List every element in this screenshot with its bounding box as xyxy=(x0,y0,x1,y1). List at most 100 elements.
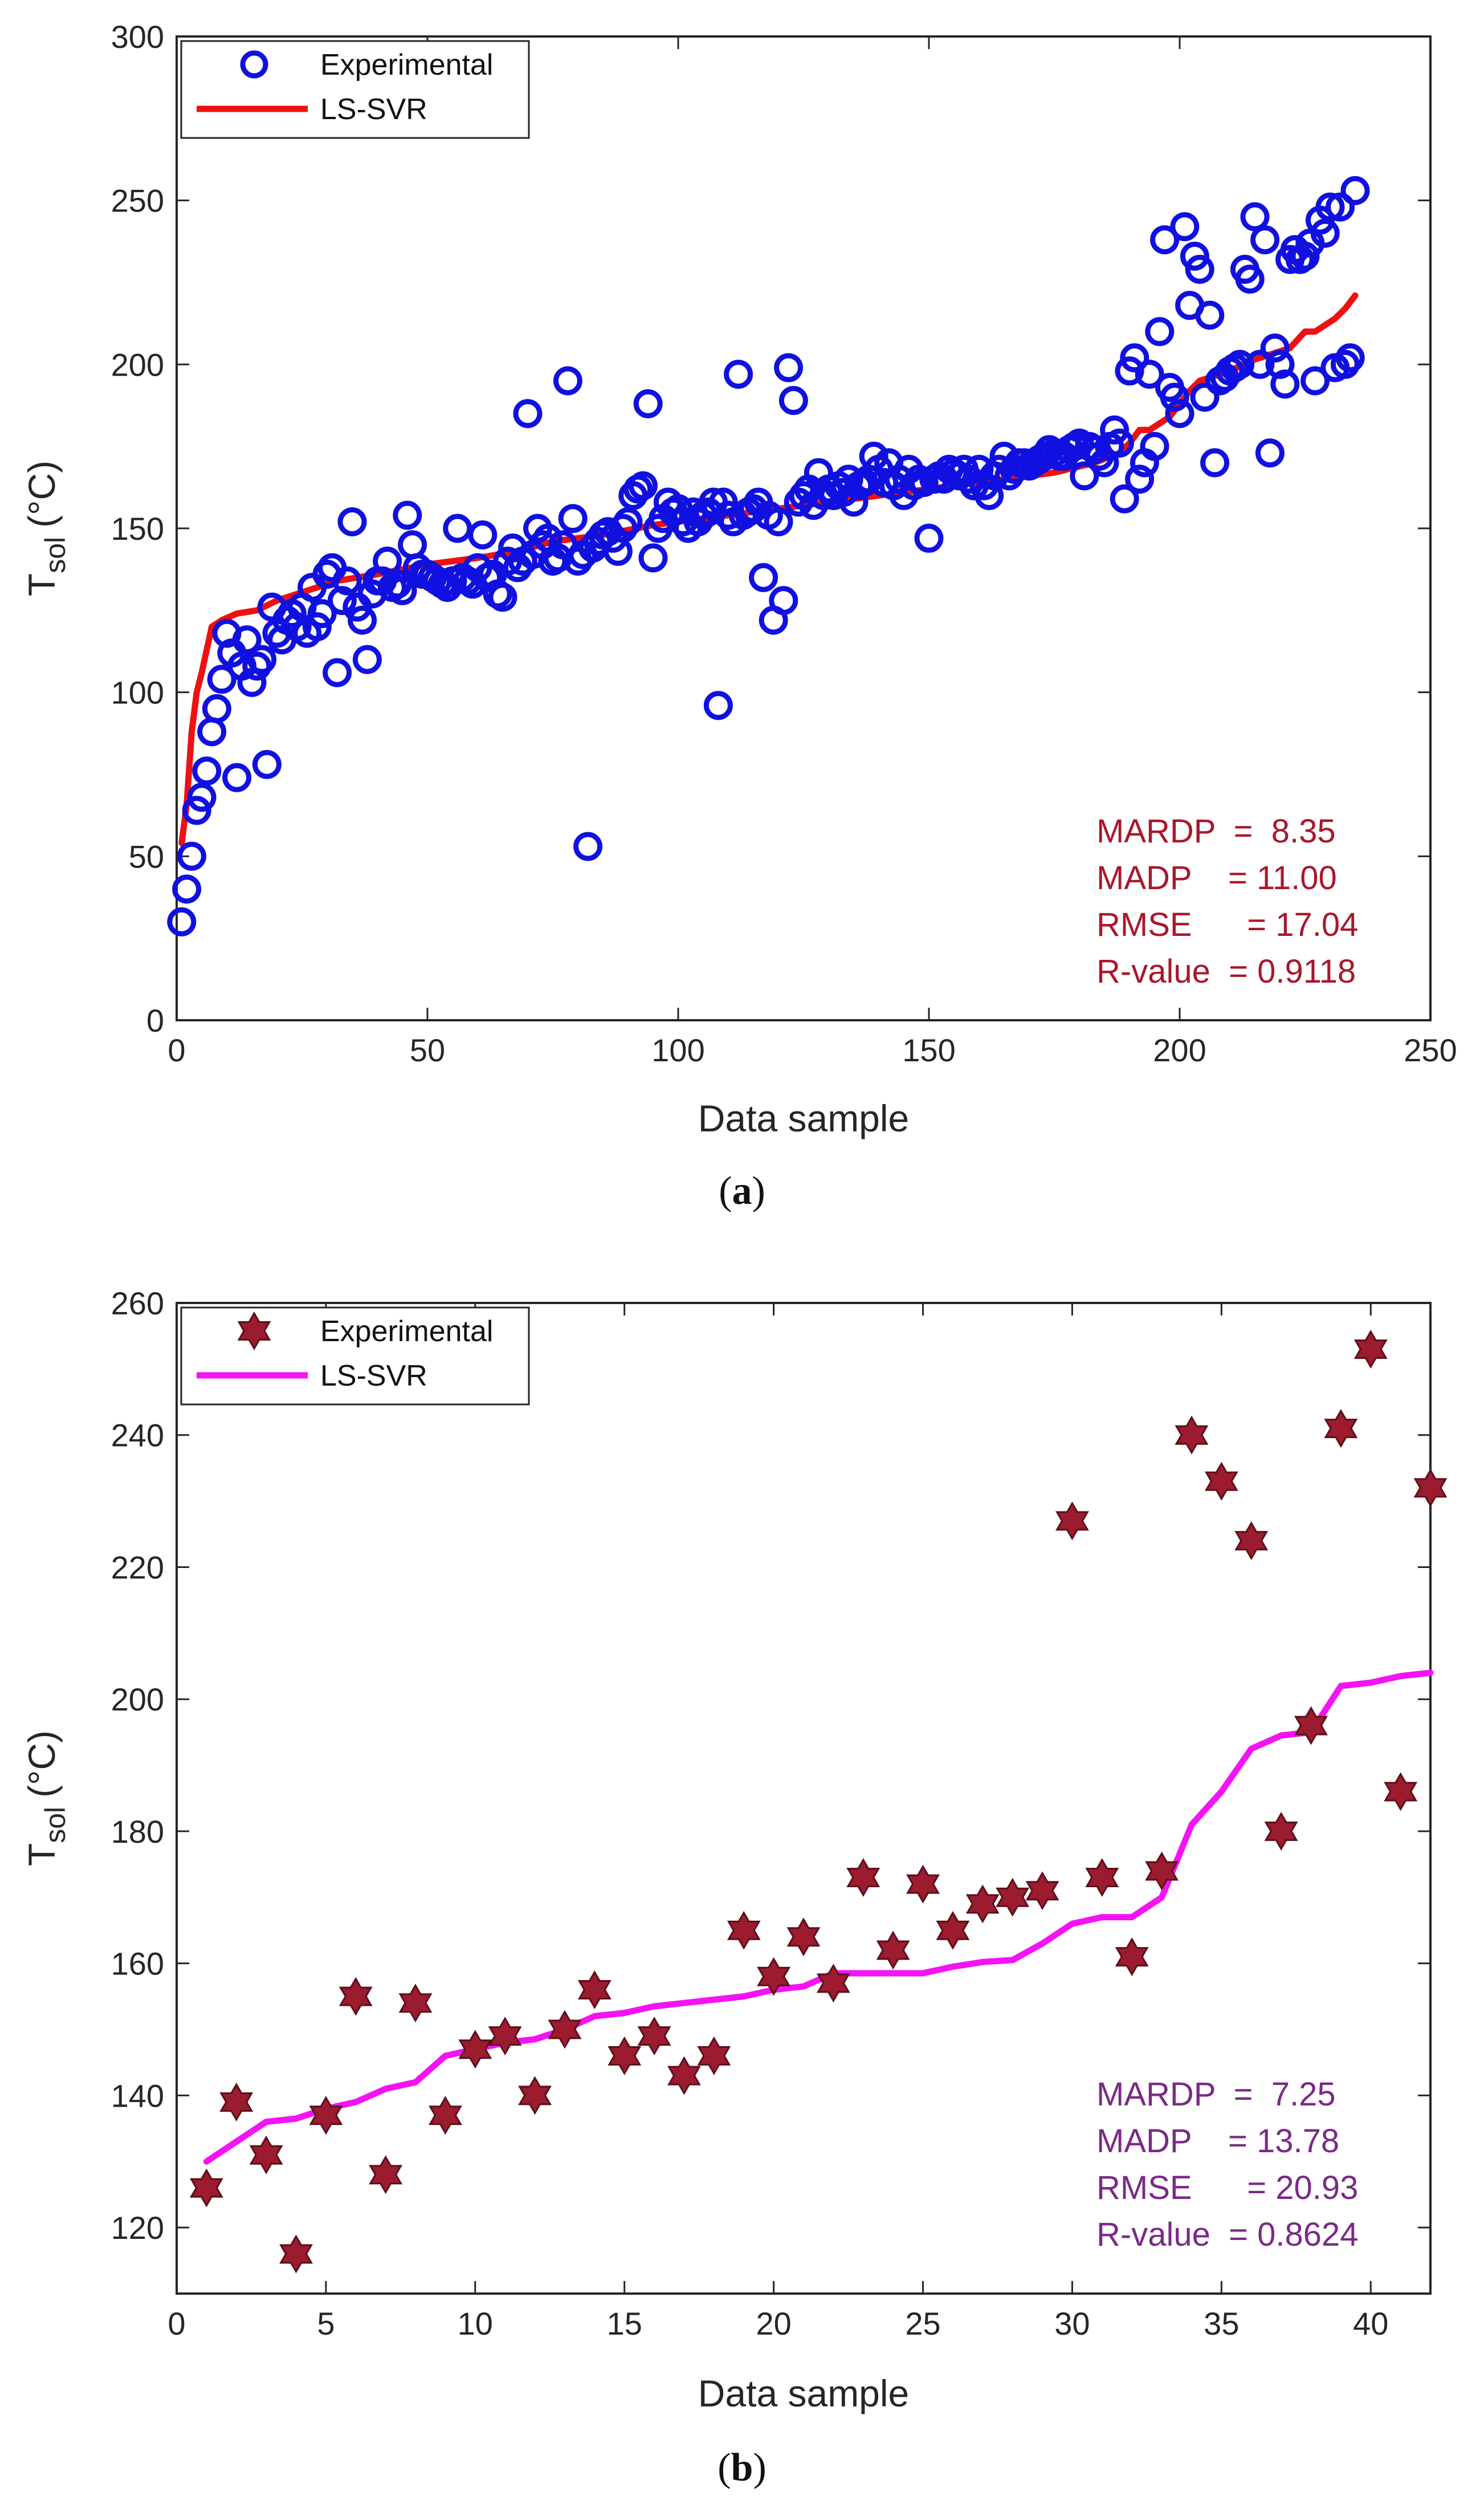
y-label-main-a: T xyxy=(21,573,63,596)
y-tick-label-a: 100 xyxy=(111,675,164,711)
experimental-point-a xyxy=(302,612,332,642)
experimental-point-a xyxy=(638,543,668,573)
experimental-point-a xyxy=(1255,438,1285,468)
y-label-main-b: T xyxy=(21,1843,63,1866)
experimental-point-a xyxy=(764,507,793,536)
experimental-point-a xyxy=(703,691,733,720)
experimental-point-b xyxy=(727,1911,761,1950)
experimental-point-a xyxy=(207,665,237,694)
stat-madp-a: MADP = 11.00 xyxy=(1096,860,1337,897)
experimental-point-a xyxy=(628,471,658,500)
experimental-point-a xyxy=(975,481,1004,510)
experimental-point-a xyxy=(1100,415,1130,445)
experimental-point-b xyxy=(429,2096,462,2135)
x-tick-label-a: 250 xyxy=(1404,1032,1457,1068)
x-tick-label-a: 0 xyxy=(168,1032,185,1068)
stat-mardp-a: MARDP = 8.35 xyxy=(1096,813,1336,850)
experimental-point-a xyxy=(1120,343,1149,373)
ticks-b: 0 5 10 15 20 25 30 35 40 120 140 160 180 200 220 240 260 xyxy=(111,1285,1430,2341)
x-tick-label-b: 30 xyxy=(1054,2306,1090,2341)
experimental-point-b xyxy=(548,2010,582,2049)
stat-rmse-a: RMSE = 17.04 xyxy=(1096,906,1358,943)
x-axis-label-a: Data sample xyxy=(698,1097,910,1139)
experimental-point-b xyxy=(1324,1409,1358,1448)
experimental-point-a xyxy=(778,386,808,416)
experimental-points-a xyxy=(167,176,1370,936)
experimental-point-a xyxy=(1170,212,1200,242)
experimental-point-a xyxy=(633,389,663,418)
experimental-point-b xyxy=(876,1930,910,1970)
experimental-point-b xyxy=(1145,1851,1179,1891)
experimental-point-b xyxy=(1234,1521,1269,1561)
experimental-point-b xyxy=(398,1984,433,2023)
experimental-point-a xyxy=(1235,264,1265,294)
experimental-point-a xyxy=(1326,192,1355,222)
experimental-point-a xyxy=(348,605,377,635)
x-tick-label-b: 0 xyxy=(168,2306,185,2341)
experimental-point-a xyxy=(388,576,417,605)
ticks-a: 0 50 100 150 200 250 0 50 100 150 200 250 300 xyxy=(111,19,1457,1068)
experimental-point-a xyxy=(177,841,206,871)
experimental-point-a xyxy=(468,520,498,549)
experimental-point-a xyxy=(202,694,231,723)
stat-rmse-b: RMSE = 20.93 xyxy=(1096,2169,1358,2206)
stats-box-a: MARDP = 8.35 MADP = 11.00 RMSE = 17.04 R… xyxy=(1096,813,1358,990)
experimental-point-a xyxy=(1310,218,1340,248)
experimental-point-a xyxy=(443,514,472,543)
x-tick-label-a: 150 xyxy=(902,1032,955,1068)
experimental-point-a xyxy=(192,756,222,786)
experimental-point-a xyxy=(613,507,643,536)
y-tick-label-b: 200 xyxy=(111,1681,164,1717)
stat-mardp-b: MARDP = 7.25 xyxy=(1096,2076,1336,2113)
experimental-point-a xyxy=(1265,349,1295,379)
y-tick-label-b: 180 xyxy=(111,1814,164,1850)
experimental-point-a xyxy=(1250,225,1280,255)
experimental-point-a xyxy=(1185,255,1214,284)
experimental-point-a xyxy=(1195,300,1225,330)
y-axis-label-a: Tsol (°C) xyxy=(21,461,71,596)
experimental-point-a xyxy=(1070,461,1099,491)
experimental-point-a xyxy=(167,907,197,936)
y-label-sub-a: sol xyxy=(39,537,71,573)
experimental-point-b xyxy=(786,1917,821,1957)
y-tick-label-a: 250 xyxy=(111,183,164,219)
x-tick-label-a: 200 xyxy=(1153,1032,1206,1068)
experimental-point-b xyxy=(1294,1706,1328,1745)
experimental-point-b xyxy=(936,1911,970,1950)
x-tick-label-a: 100 xyxy=(651,1032,704,1068)
experimental-point-b xyxy=(667,2056,701,2095)
experimental-point-a xyxy=(1150,225,1180,255)
experimental-point-a xyxy=(558,504,588,533)
experimental-point-b xyxy=(249,2135,283,2174)
experimental-point-b xyxy=(1055,1501,1089,1541)
experimental-point-a xyxy=(1104,428,1134,458)
experimental-point-b xyxy=(1115,1937,1149,1977)
experimental-points-b xyxy=(189,1330,1448,2274)
y-tick-label-a: 0 xyxy=(146,1003,164,1038)
experimental-point-a xyxy=(1240,202,1270,231)
experimental-point-b xyxy=(369,2155,403,2194)
experimental-point-a xyxy=(182,796,211,825)
experimental-point-b xyxy=(697,2036,731,2075)
y-label-unit-a: (°C) xyxy=(21,461,63,528)
experimental-point-a xyxy=(237,667,267,697)
experimental-point-a xyxy=(488,583,517,612)
experimental-point-b xyxy=(1264,1811,1298,1851)
experimental-point-b xyxy=(996,1877,1030,1917)
experimental-point-b xyxy=(1085,1858,1119,1897)
experimental-point-b xyxy=(219,2083,254,2121)
y-tick-label-b: 120 xyxy=(111,2210,164,2246)
experimental-point-a xyxy=(1290,242,1320,271)
experimental-point-a xyxy=(1135,360,1164,389)
experimental-point-b xyxy=(906,1864,940,1904)
experimental-point-b xyxy=(309,2096,343,2135)
experimental-point-a xyxy=(393,500,422,530)
experimental-point-a xyxy=(332,566,362,596)
experimental-point-a xyxy=(1190,382,1220,412)
experimental-point-a xyxy=(1165,399,1194,429)
experimental-point-a xyxy=(1340,176,1370,205)
model-line-b xyxy=(203,1669,1434,2165)
experimental-point-b xyxy=(189,2168,223,2208)
experimental-point-a xyxy=(1245,349,1275,379)
